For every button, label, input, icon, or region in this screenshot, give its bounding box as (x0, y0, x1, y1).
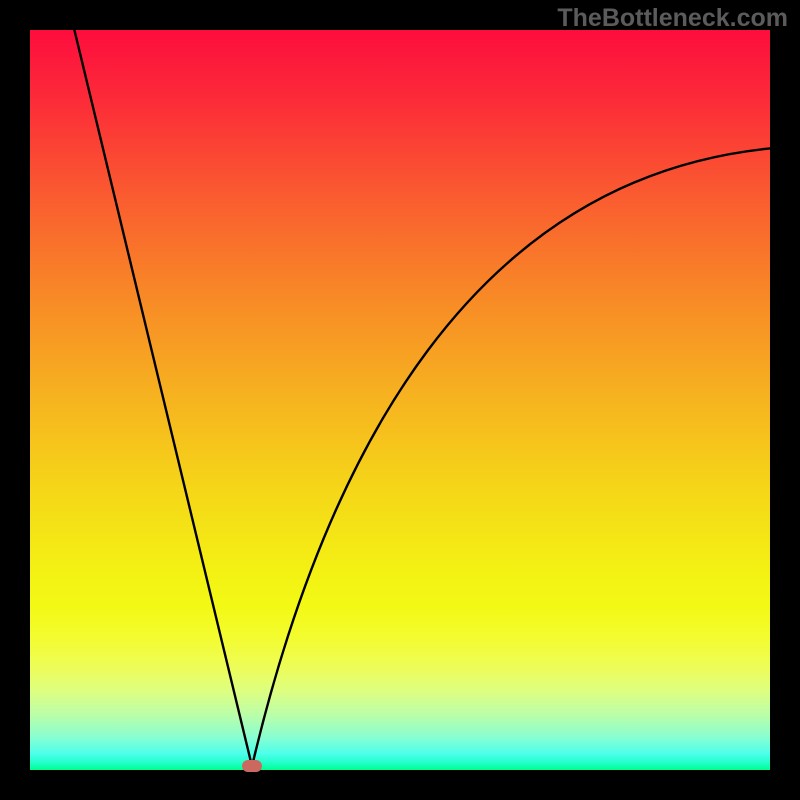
attribution-text: TheBottleneck.com (557, 4, 788, 33)
minimum-marker (242, 760, 262, 772)
chart-canvas: TheBottleneck.com (0, 0, 800, 800)
plot-area (30, 30, 770, 770)
curve-path (74, 30, 770, 766)
bottleneck-curve (30, 30, 770, 770)
